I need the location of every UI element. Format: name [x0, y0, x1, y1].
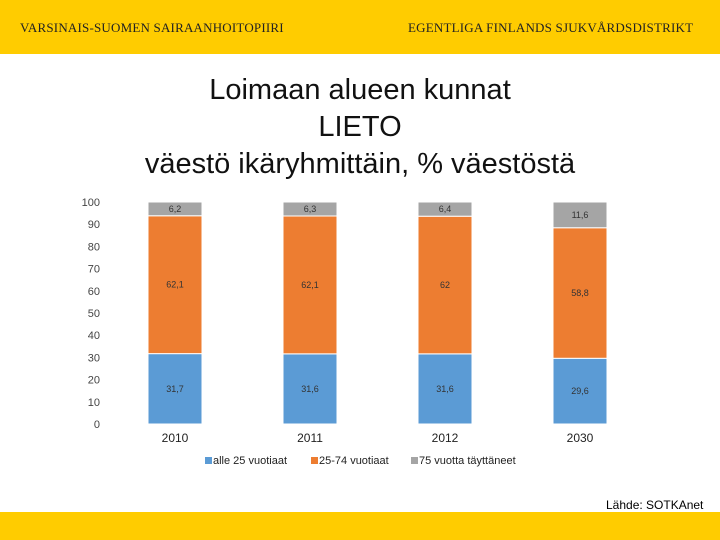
legend-label: alle 25 vuotiaat: [213, 455, 287, 467]
y-tick-label: 0: [94, 419, 100, 431]
data-label: 11,6: [572, 210, 589, 220]
chart-title: Loimaan alueen kunnat LIETO väestö ikäry…: [0, 72, 720, 183]
org-name-finnish: VARSINAIS-SUOMEN SAIRAANHOITOPIIRI: [20, 20, 284, 35]
data-label: 31,6: [301, 384, 319, 394]
y-tick-label: 70: [88, 264, 100, 276]
data-label: 62,1: [166, 280, 184, 290]
bar-segment: [552, 357, 608, 425]
bar-segment: [147, 201, 203, 217]
y-tick-label: 60: [88, 286, 100, 298]
y-tick-label: 10: [88, 397, 100, 409]
bar-segment: [552, 227, 608, 359]
legend-swatch: [311, 457, 318, 464]
x-tick-label: 2010: [162, 431, 189, 445]
data-label: 31,7: [166, 384, 184, 394]
bar-segment: [282, 353, 338, 425]
bar-segment: [147, 215, 203, 355]
stacked-bar-chart: 010203040506070809010031,762,16,2201031,…: [82, 197, 608, 467]
bar-segment: [417, 201, 473, 217]
legend-label: 25-74 vuotiaat: [319, 455, 389, 467]
y-tick-label: 50: [88, 308, 100, 320]
y-tick-label: 90: [88, 219, 100, 231]
data-label: 6,4: [439, 204, 452, 214]
data-label: 31,6: [436, 384, 454, 394]
chart-title-line-1: Loimaan alueen kunnat: [209, 74, 511, 106]
data-label: 6,3: [304, 204, 317, 214]
data-label: 58,8: [571, 288, 589, 298]
y-tick-label: 20: [88, 375, 100, 387]
chart-title-line-3: väestö ikäryhmittäin, % väestöstä: [144, 148, 576, 180]
y-tick-label: 100: [82, 197, 100, 209]
data-label: 62: [440, 280, 450, 290]
bar-segment: [282, 215, 338, 355]
data-label: 62,1: [301, 280, 319, 290]
source-note: Lähde: SOTKAnet: [606, 498, 704, 512]
bar-segment: [417, 353, 473, 425]
bar-segment: [282, 201, 338, 217]
legend-label: 75 vuotta täyttäneet: [419, 455, 516, 467]
data-label: 29,6: [571, 386, 589, 396]
x-tick-label: 2030: [567, 431, 594, 445]
footer-bar: [0, 512, 720, 540]
bar-segment: [147, 353, 203, 425]
x-tick-label: 2012: [432, 431, 459, 445]
data-label: 6,2: [169, 204, 182, 214]
bar-segment: [552, 201, 608, 229]
y-tick-label: 40: [88, 330, 100, 342]
org-name-swedish: EGENTLIGA FINLANDS SJUKVÅRDSDISTRIKT: [408, 20, 694, 35]
legend-swatch: [205, 457, 212, 464]
y-tick-label: 80: [88, 241, 100, 253]
x-tick-label: 2011: [297, 431, 323, 445]
header-bar: VARSINAIS-SUOMEN SAIRAANHOITOPIIRI EGENT…: [0, 0, 720, 54]
legend-swatch: [411, 457, 418, 464]
chart-title-line-2: LIETO: [318, 111, 402, 143]
y-tick-label: 30: [88, 352, 100, 364]
